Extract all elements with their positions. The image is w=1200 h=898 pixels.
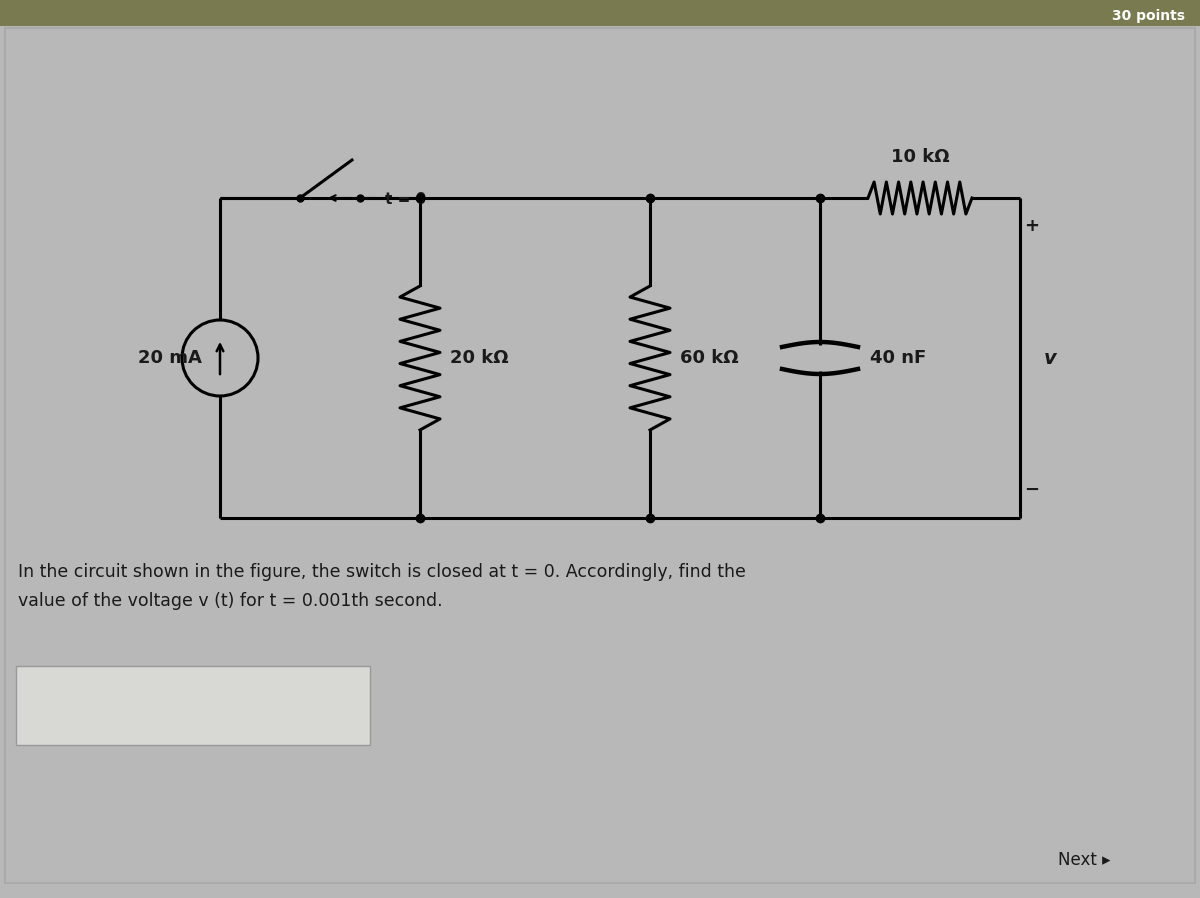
FancyBboxPatch shape (0, 0, 1200, 26)
FancyBboxPatch shape (16, 666, 370, 745)
Text: 60 kΩ: 60 kΩ (680, 349, 739, 367)
Text: 10 kΩ: 10 kΩ (890, 148, 949, 166)
Text: Next ▸: Next ▸ (1057, 851, 1110, 869)
Text: t = 0: t = 0 (385, 192, 426, 207)
Text: 30 points: 30 points (1112, 9, 1186, 23)
Text: 20 kΩ: 20 kΩ (450, 349, 509, 367)
Text: 20 mA: 20 mA (138, 349, 202, 367)
Text: v: v (1044, 348, 1057, 367)
Text: +: + (1025, 217, 1039, 235)
Text: −: − (1025, 481, 1039, 499)
Text: 40 nF: 40 nF (870, 349, 926, 367)
Text: In the circuit shown in the figure, the switch is closed at t = 0. Accordingly, : In the circuit shown in the figure, the … (18, 563, 746, 611)
